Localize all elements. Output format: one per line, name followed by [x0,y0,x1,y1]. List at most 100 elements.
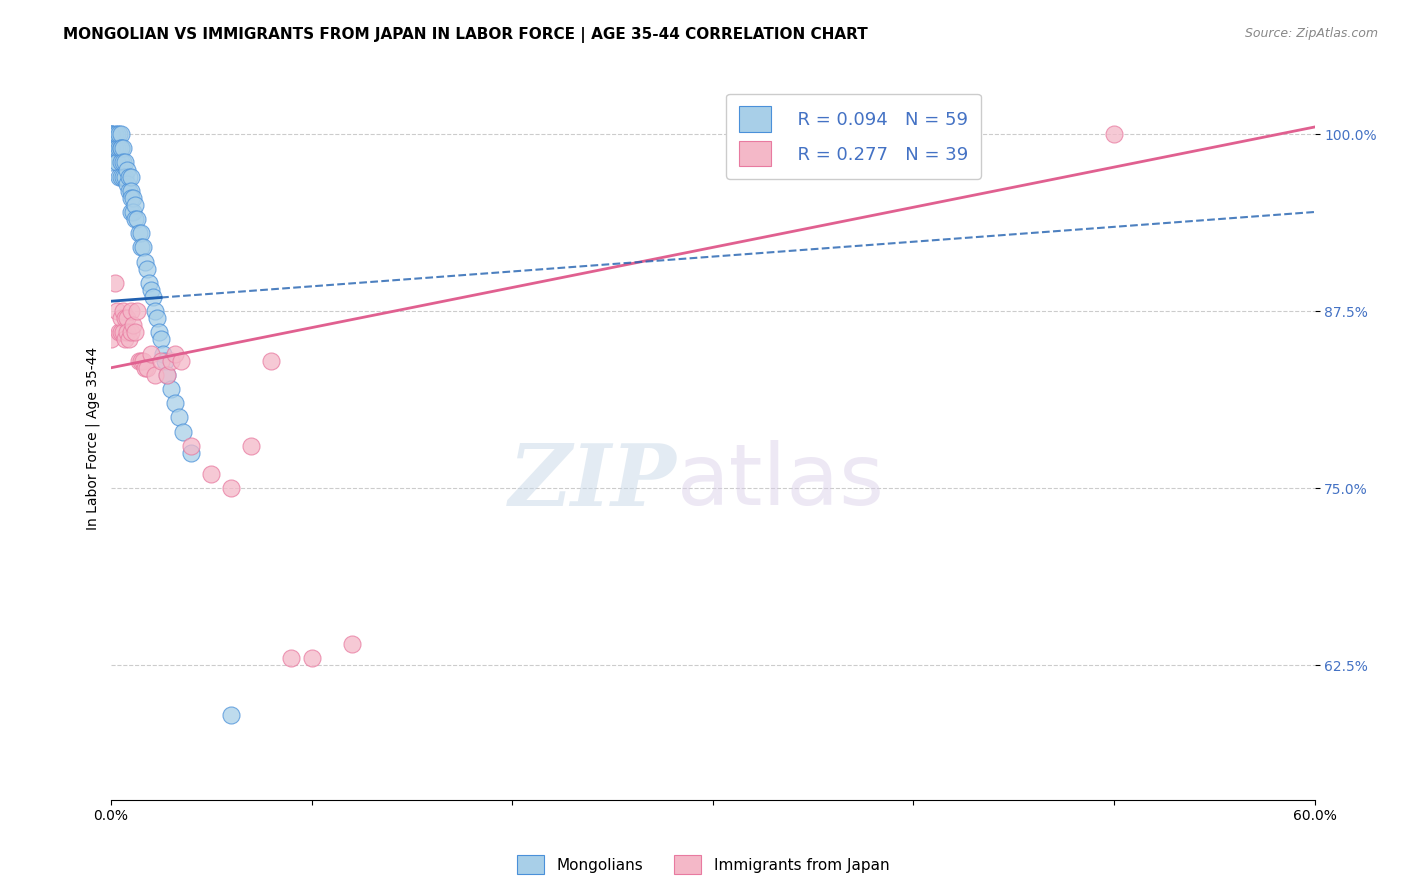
Point [104,127,127,141]
Point [128,353,150,368]
Point [108,326,131,340]
Point [219,707,242,722]
Point [129,353,152,368]
Point [110,326,132,340]
Point [146,311,169,326]
Point [153,353,176,368]
Point [138,276,160,290]
Point [160,353,183,368]
Point [125,304,148,318]
Point [136,261,159,276]
Point [219,481,242,495]
Point [111,169,134,184]
Point [152,346,174,360]
Point [114,169,136,184]
Point [100,127,122,141]
Point [108,169,131,184]
Point [105,127,128,141]
Point [280,651,302,665]
Point [156,368,179,382]
Point [105,141,128,155]
Point [105,155,128,169]
Point [114,155,136,169]
Point [1102,127,1125,141]
Point [122,191,145,205]
Point [120,169,142,184]
Point [104,141,127,155]
Legend:   R = 0.094   N = 59,   R = 0.277   N = 39: R = 0.094 N = 59, R = 0.277 N = 39 [725,94,980,179]
Text: Source: ZipAtlas.com: Source: ZipAtlas.com [1244,27,1378,40]
Point [100,127,122,141]
Point [260,353,283,368]
Point [132,240,155,254]
Point [110,141,132,155]
Point [200,467,222,481]
Point [142,290,165,304]
Point [110,141,132,155]
Y-axis label: In Labor Force | Age 35-44: In Labor Force | Age 35-44 [86,347,100,530]
Point [132,353,155,368]
Point [340,637,363,651]
Point [172,425,194,439]
Point [114,333,136,347]
Point [100,155,122,169]
Point [111,141,134,155]
Point [122,318,145,333]
Point [129,240,152,254]
Point [120,326,142,340]
Point [110,311,132,326]
Point [143,304,166,318]
Point [100,333,122,347]
Point [128,226,150,240]
Point [115,162,138,177]
Point [165,346,187,360]
Point [108,141,131,155]
Point [105,304,128,318]
Point [114,311,136,326]
Point [143,368,166,382]
Point [139,283,162,297]
Point [115,311,138,326]
Point [115,177,138,191]
Point [100,141,122,155]
Point [136,360,159,375]
Point [125,212,148,227]
Point [180,439,202,453]
Point [148,326,170,340]
Point [124,212,146,227]
Point [111,304,134,318]
Point [104,276,127,290]
Point [100,141,122,155]
Point [160,382,183,396]
Point [120,184,142,198]
Text: MONGOLIAN VS IMMIGRANTS FROM JAPAN IN LABOR FORCE | AGE 35-44 CORRELATION CHART: MONGOLIAN VS IMMIGRANTS FROM JAPAN IN LA… [63,27,868,43]
Point [150,353,173,368]
Text: atlas: atlas [676,441,884,524]
Point [124,198,146,212]
Point [100,127,122,141]
Point [134,254,156,268]
Point [167,410,190,425]
Point [108,127,131,141]
Point [110,127,132,141]
Point [118,333,141,347]
Point [110,169,132,184]
Point [165,396,187,410]
Point [180,446,202,460]
Point [118,184,141,198]
Point [124,326,146,340]
Point [139,346,162,360]
Point [118,169,141,184]
Point [120,191,142,205]
Point [111,326,134,340]
Point [122,205,145,219]
Point [301,651,323,665]
Point [156,368,179,382]
Point [170,353,193,368]
Point [120,205,142,219]
Point [120,304,142,318]
Point [134,360,156,375]
Point [111,155,134,169]
Point [129,226,152,240]
Point [150,333,173,347]
